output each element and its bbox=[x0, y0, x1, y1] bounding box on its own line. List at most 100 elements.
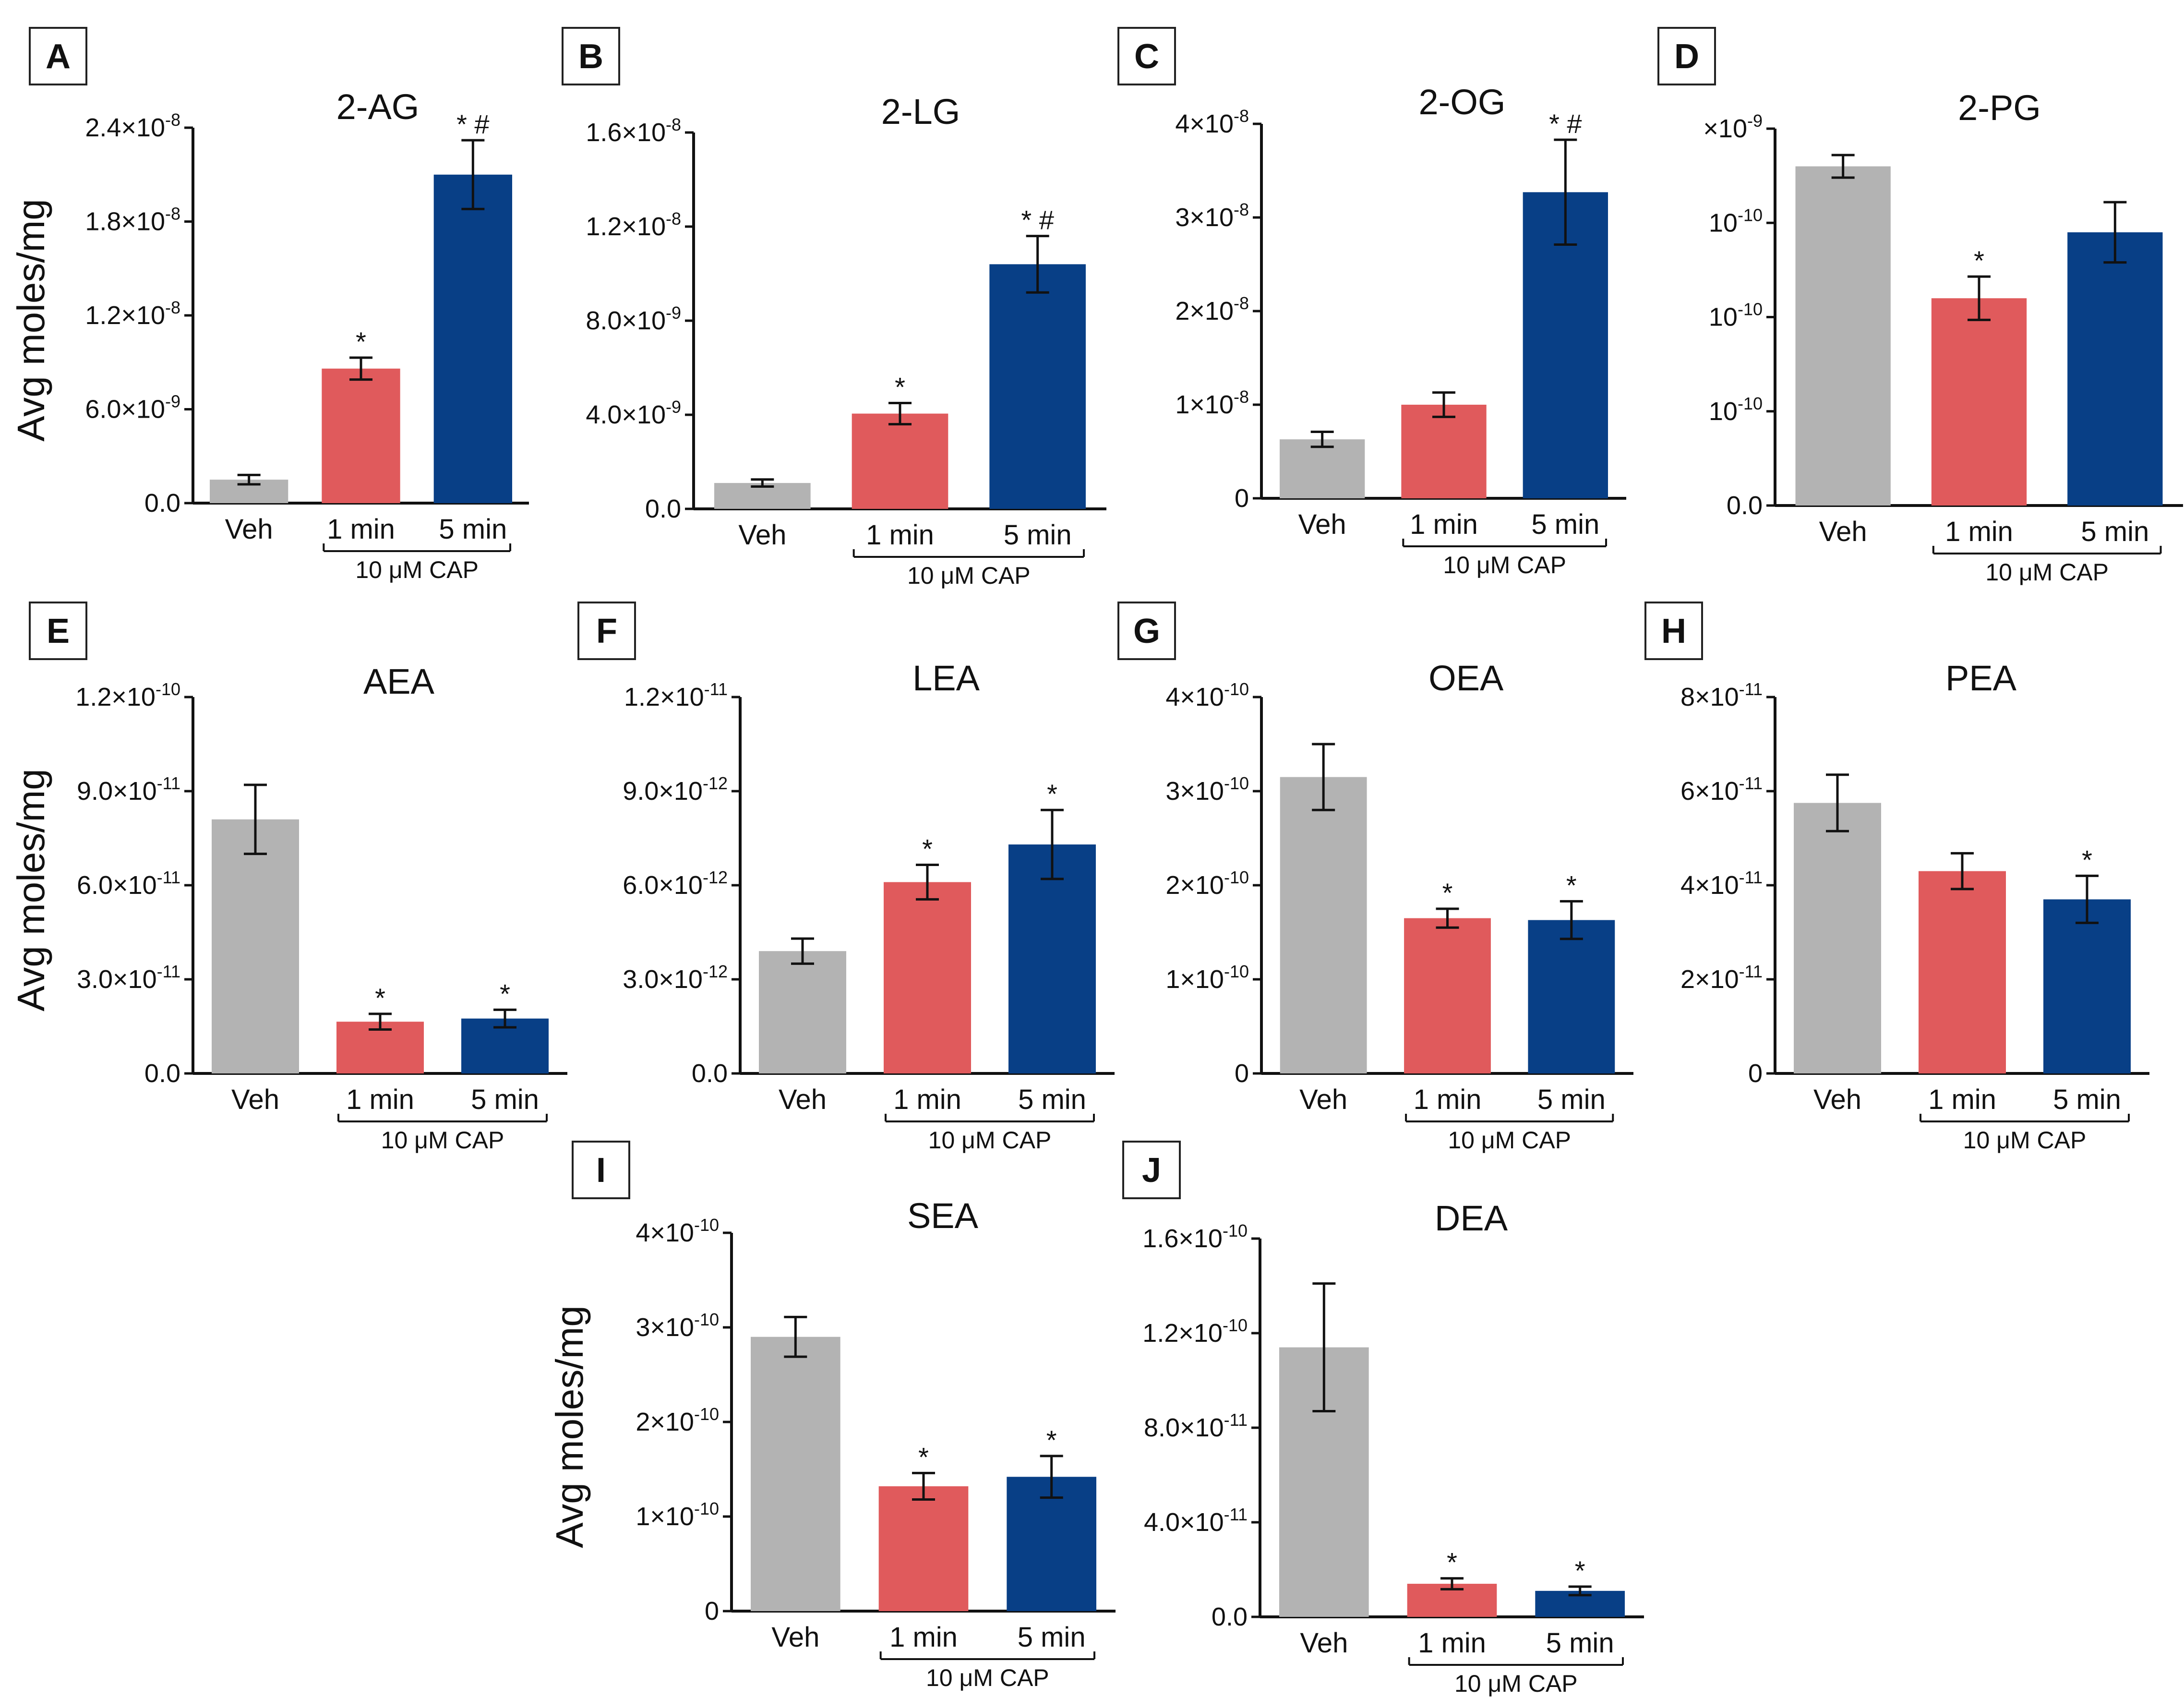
bar-1-min bbox=[1404, 918, 1491, 1073]
panel-g: G 0 1×10-10 2×10-10 3×10-10 4×10-10 OEA Veh * 1 m… bbox=[1117, 602, 1633, 1154]
x-tick-label: 1 min bbox=[1418, 1627, 1486, 1659]
chart-title: OEA bbox=[1428, 658, 1504, 698]
x-tick-label: Veh bbox=[231, 1084, 279, 1115]
x-tick-label: 1 min bbox=[866, 519, 934, 551]
x-tick-label: 5 min bbox=[1537, 1084, 1606, 1115]
bar-veh bbox=[1280, 777, 1367, 1073]
chart-title: 2-LG bbox=[881, 92, 960, 132]
bar-veh bbox=[759, 951, 846, 1073]
y-tick-label: 1×10-8 bbox=[1175, 387, 1249, 419]
y-tick-label: 4×10-10 bbox=[1165, 679, 1249, 711]
significance-marker: * bbox=[1566, 870, 1577, 900]
panel-letter: E bbox=[47, 612, 70, 650]
y-tick-label: 1.2×10-11 bbox=[624, 679, 728, 711]
y-axis-label: Avg moles/mg bbox=[10, 199, 52, 441]
bar-5-min bbox=[1008, 844, 1096, 1073]
y-tick-label: 8×10-11 bbox=[1680, 679, 1763, 711]
y-tick-label: 9.0×10-12 bbox=[623, 773, 728, 806]
significance-marker: * bbox=[895, 372, 905, 402]
panel-letter-box bbox=[577, 602, 636, 660]
panel-letter-box bbox=[1657, 27, 1716, 85]
y-tick-label: 1.2×10-10 bbox=[1142, 1315, 1248, 1348]
y-tick-label: 1.6×10-10 bbox=[1142, 1221, 1248, 1253]
x-tick-label: 5 min bbox=[439, 514, 507, 545]
y-tick-label: 3×10-10 bbox=[1165, 773, 1249, 806]
y-axis-label: Avg moles/mg bbox=[548, 1305, 591, 1548]
panel-h: H 0 2×10-11 4×10-11 6×10-11 8×10-11 PEA Veh 1 mi… bbox=[1644, 602, 2149, 1154]
y-tick-label: 4×10-8 bbox=[1175, 106, 1249, 138]
x-tick-label: 5 min bbox=[2053, 1084, 2121, 1115]
x-tick-label: 5 min bbox=[2081, 516, 2149, 547]
bar-1-min bbox=[1401, 405, 1487, 498]
significance-marker: * # bbox=[456, 109, 490, 139]
x-tick-label: 1 min bbox=[1928, 1084, 1996, 1115]
x-tick-label: 1 min bbox=[1410, 509, 1478, 540]
x-tick-label: 1 min bbox=[1414, 1084, 1482, 1115]
panel-letter: C bbox=[1134, 37, 1159, 76]
group-label: 10 μM CAP bbox=[928, 1127, 1052, 1154]
significance-marker: * # bbox=[1549, 108, 1582, 139]
y-tick-label: 0.0 bbox=[1212, 1602, 1248, 1631]
panel-letter: J bbox=[1142, 1151, 1161, 1190]
significance-marker: * bbox=[500, 978, 510, 1009]
group-label: 10 μM CAP bbox=[1985, 559, 2109, 586]
panel-e: E 0.0 3.0×10-11 6.0×10-11 9.0×10-11 1.2×10-10… bbox=[10, 602, 567, 1154]
bar-1-min bbox=[1931, 298, 2027, 506]
panel-letter-box bbox=[29, 27, 87, 85]
bar-5-min bbox=[433, 174, 512, 503]
significance-marker: * bbox=[918, 1442, 929, 1472]
x-tick-label: 1 min bbox=[1945, 516, 2013, 547]
y-tick-label: 3×10-10 bbox=[636, 1310, 719, 1342]
y-tick-label: 4.0×10-9 bbox=[586, 397, 681, 429]
y-tick-label: 2×10-10 bbox=[636, 1404, 719, 1436]
panel-j: J 0.0 4.0×10-11 8.0×10-11 1.2×10-10 1.6×10-10… bbox=[1122, 1141, 1644, 1697]
y-tick-label: 6.0×10-12 bbox=[623, 867, 728, 900]
y-tick-label: 0.0 bbox=[1727, 491, 1763, 520]
y-tick-label: 0 bbox=[1235, 484, 1249, 513]
y-tick-label: 0.0 bbox=[692, 1059, 728, 1088]
bar-1-min bbox=[852, 413, 948, 509]
bar-veh bbox=[751, 1337, 840, 1611]
y-tick-label: 0.0 bbox=[144, 489, 180, 518]
chart-title: SEA bbox=[907, 1196, 979, 1236]
y-tick-label: 1×10-10 bbox=[1165, 962, 1249, 994]
y-tick-label: 4×10-10 bbox=[636, 1215, 719, 1247]
significance-marker: * bbox=[356, 326, 366, 357]
y-tick-label: 2×10-8 bbox=[1175, 293, 1249, 325]
bar-1-min bbox=[878, 1486, 969, 1611]
chart-title: DEA bbox=[1435, 1198, 1508, 1238]
panel-letter: F bbox=[596, 612, 617, 650]
x-tick-label: 5 min bbox=[1004, 519, 1072, 551]
x-tick-label: 5 min bbox=[1018, 1622, 1086, 1653]
x-tick-label: 1 min bbox=[893, 1084, 961, 1115]
significance-marker: * bbox=[922, 834, 933, 864]
y-tick-label: 4×10-11 bbox=[1680, 867, 1763, 900]
bar-1-min bbox=[322, 368, 400, 503]
bar-veh bbox=[1795, 166, 1891, 506]
panel-d: D 0.0 10-10 10-10 10-10 ×10-9 2-PG Veh * 1 min 5 m… bbox=[1657, 27, 2183, 586]
y-tick-label: 3.0×10-12 bbox=[623, 962, 728, 994]
significance-marker: * bbox=[1046, 1425, 1057, 1455]
panel-b: B 0.0 4.0×10-9 8.0×10-9 1.2×10-8 1.6×10-8 2-LG… bbox=[562, 27, 1106, 589]
y-tick-label: 1.2×10-8 bbox=[85, 298, 180, 330]
panel-letter: H bbox=[1661, 612, 1686, 650]
panel-letter-box bbox=[1644, 602, 1703, 660]
significance-marker: * bbox=[1047, 779, 1057, 809]
y-tick-label: 3.0×10-11 bbox=[77, 962, 180, 994]
significance-marker: * bbox=[1974, 245, 1984, 276]
y-tick-label: 9.0×10-11 bbox=[77, 773, 180, 806]
x-tick-label: Veh bbox=[1819, 516, 1867, 547]
panel-letter: D bbox=[1674, 37, 1699, 76]
chart-title: 2-AG bbox=[336, 87, 420, 127]
x-tick-label: 5 min bbox=[471, 1084, 539, 1115]
x-tick-label: 5 min bbox=[1531, 509, 1599, 540]
panel-letter-box bbox=[29, 602, 87, 660]
panel-letter: A bbox=[46, 37, 71, 76]
panel-letter-box bbox=[1117, 602, 1176, 660]
y-tick-label: 10-10 bbox=[1709, 205, 1763, 237]
chart-title: AEA bbox=[363, 662, 435, 701]
bar-veh bbox=[212, 819, 299, 1073]
panel-letter-box bbox=[1122, 1141, 1181, 1199]
y-tick-label: 2×10-11 bbox=[1680, 962, 1763, 994]
x-tick-label: 1 min bbox=[346, 1084, 414, 1115]
